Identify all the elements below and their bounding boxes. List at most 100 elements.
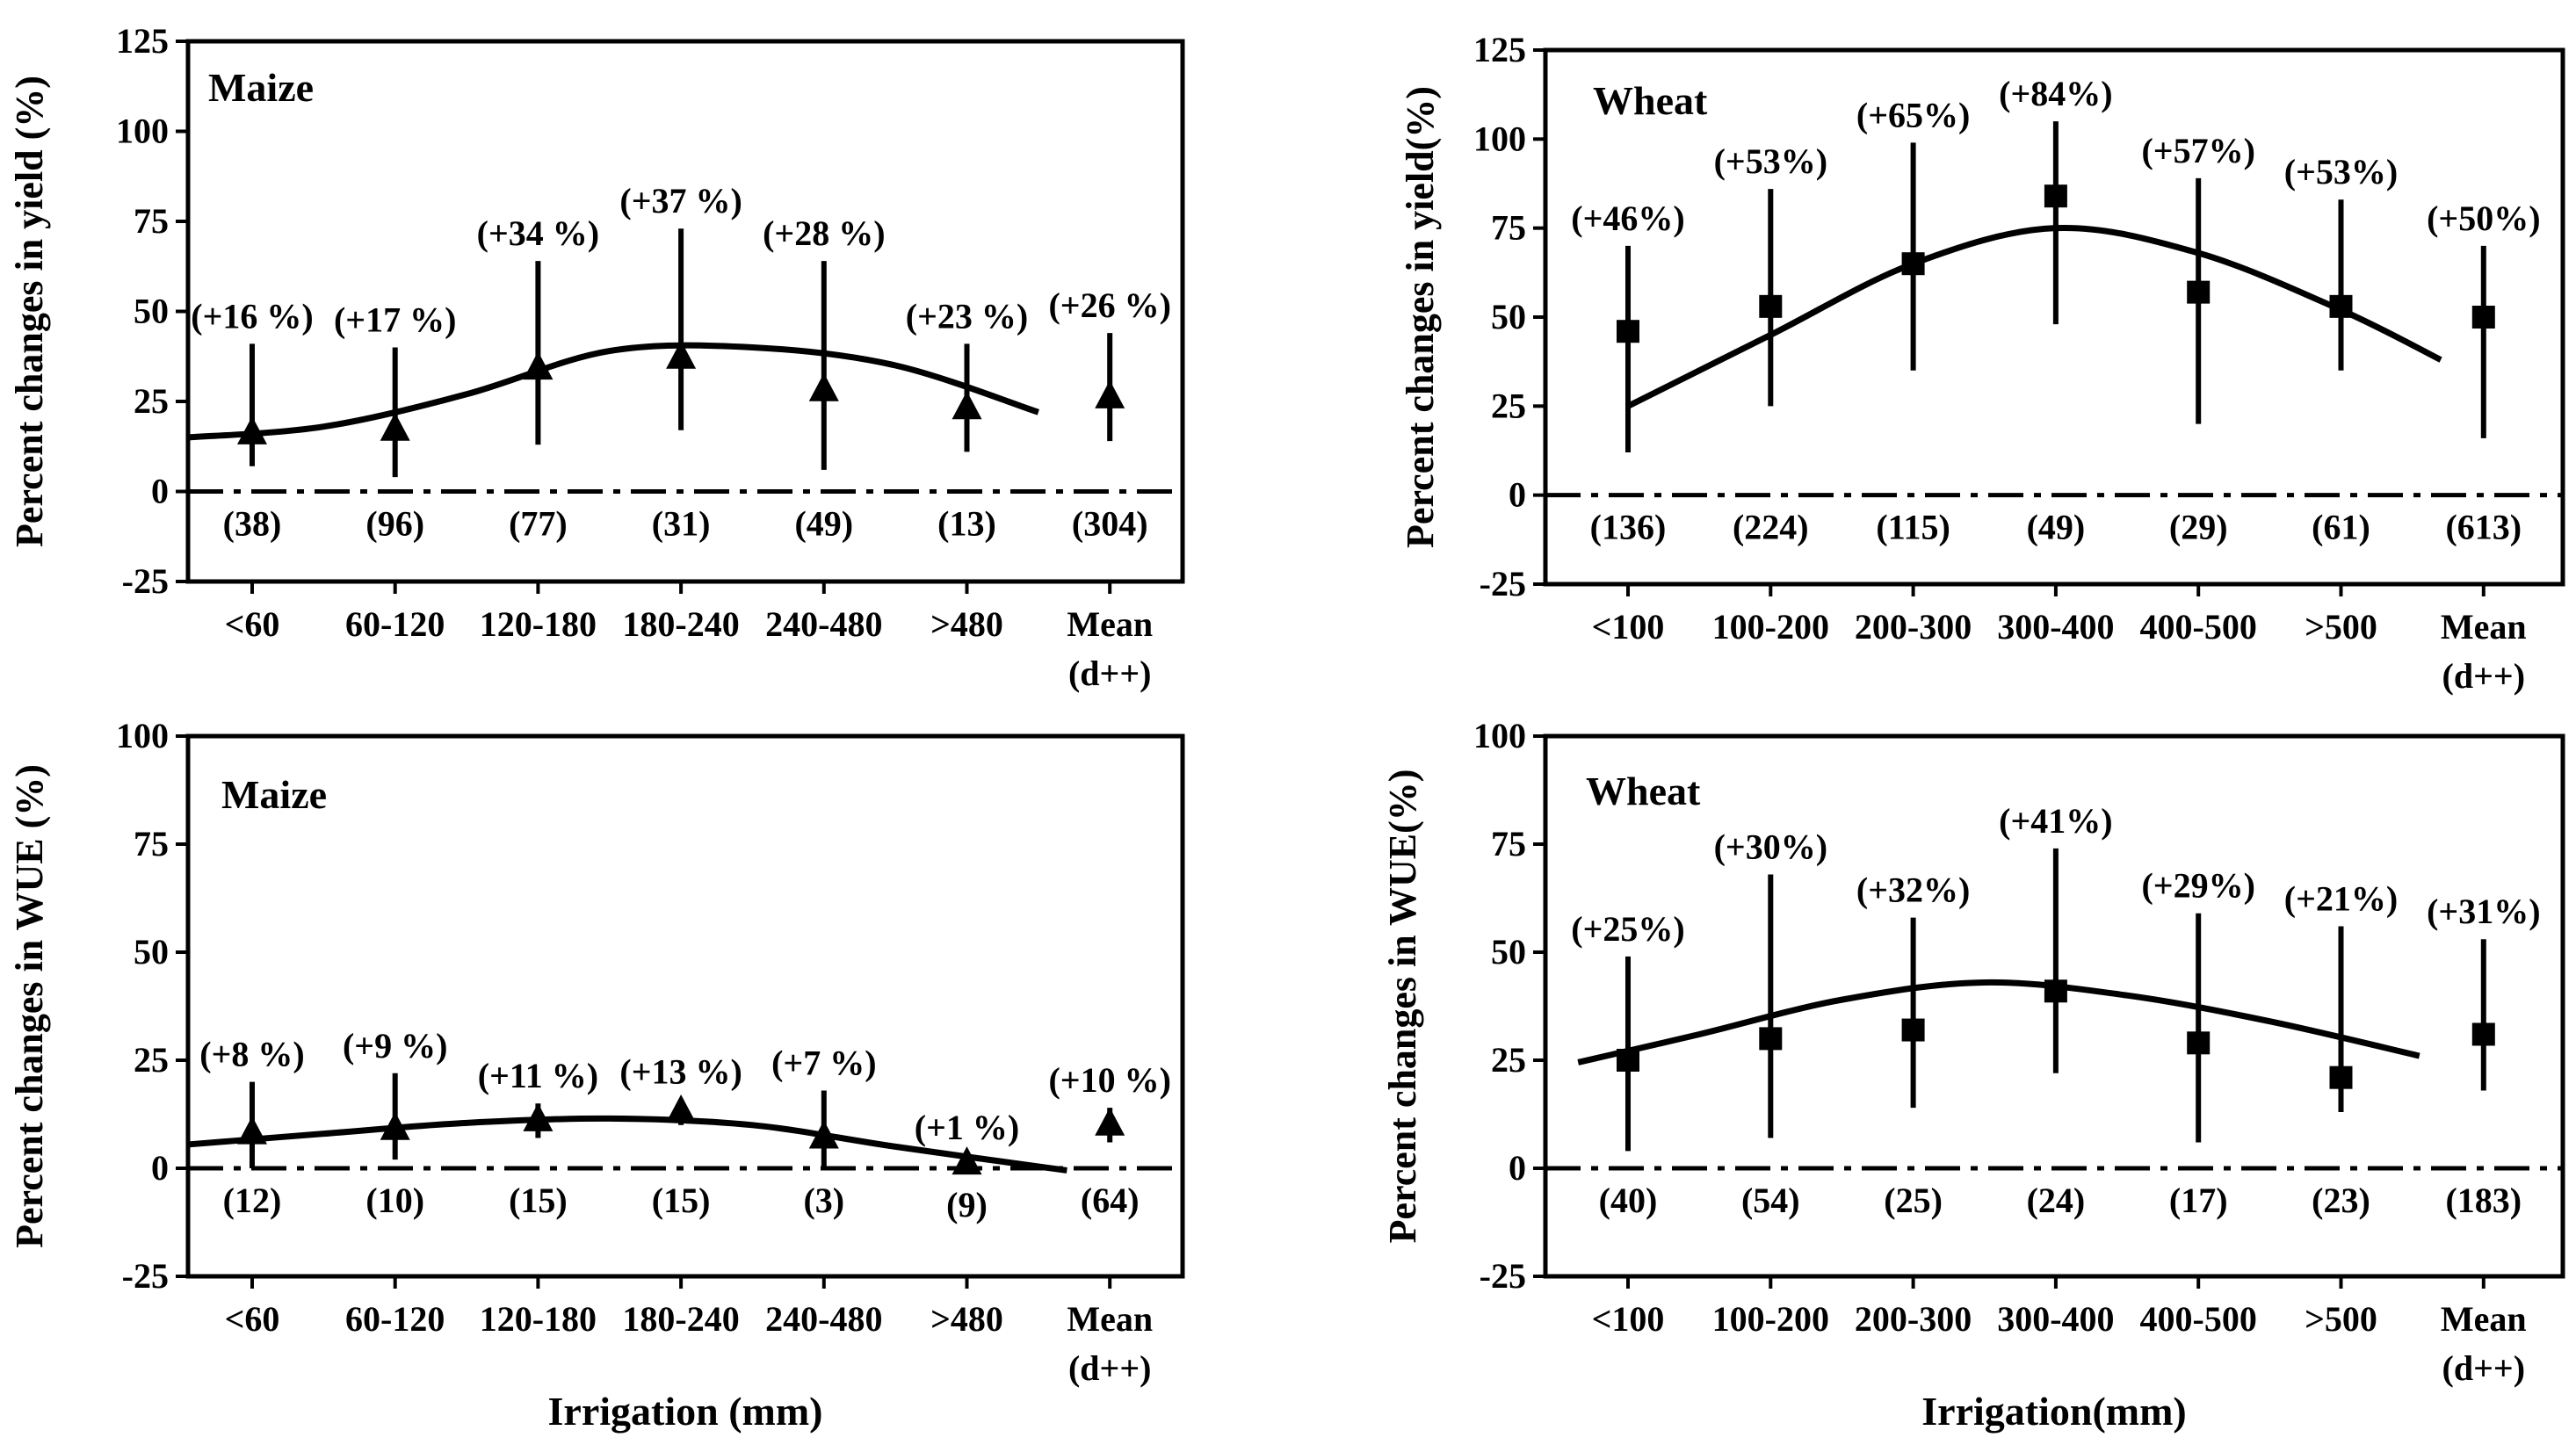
percent-change-label: (+34 %) xyxy=(477,213,599,253)
y-tick-label: 100 xyxy=(1473,716,1526,755)
x-axis-label: Irrigation (mm) xyxy=(548,1389,823,1434)
panel-maize-wue: -25 0 25 50 75 100 <60 60-120 120-180 180-240 240-… xyxy=(8,716,1185,1434)
x-tick-label: 300-400 xyxy=(1997,607,2114,647)
sample-size-label: (25) xyxy=(1884,1181,1943,1220)
percent-change-label: (+26 %) xyxy=(1048,285,1170,325)
percent-change-label: (+53%) xyxy=(2284,152,2398,191)
percent-change-label: (+1 %) xyxy=(915,1108,1019,1147)
y-tick-label: 75 xyxy=(1491,208,1526,248)
x-tick-label: 200-300 xyxy=(1855,1299,1972,1339)
sample-size-label: (15) xyxy=(652,1181,711,1220)
sample-size-label: (15) xyxy=(509,1181,568,1220)
data-point-square xyxy=(2471,1022,2495,1046)
sample-size-label: (77) xyxy=(509,504,568,544)
x-tick-label: 200-300 xyxy=(1855,607,1972,647)
data-point-triangle xyxy=(1095,379,1125,408)
y-tick-label: 0 xyxy=(151,1148,169,1188)
data-point-triangle xyxy=(523,1102,554,1131)
x-axis-label: Irrigation(mm) xyxy=(1921,1389,2186,1434)
x-tick-label: <100 xyxy=(1592,1299,1665,1339)
y-axis-label: Percent changes in WUE(%) xyxy=(1381,769,1424,1244)
x-tick-label: Mean (d++) xyxy=(1067,604,1153,693)
y-tick-label: -25 xyxy=(122,561,169,601)
plot-frame xyxy=(185,733,1185,1279)
data-point-square xyxy=(2187,280,2211,304)
y-tick-label: 0 xyxy=(1509,475,1526,515)
percent-change-label: (+32%) xyxy=(1856,870,1970,910)
data-point-triangle xyxy=(237,415,267,444)
percent-change-label: (+16 %) xyxy=(191,296,313,336)
data-point-triangle xyxy=(380,412,410,441)
panel-title: Wheat xyxy=(1593,78,1708,123)
percent-change-label: (+37 %) xyxy=(619,181,742,220)
y-tick-label: -25 xyxy=(122,1256,169,1296)
sample-size-label: (3) xyxy=(803,1181,844,1220)
panel-title: Wheat xyxy=(1586,769,1701,813)
x-tick-label: 100-200 xyxy=(1712,1299,1829,1339)
y-tick-label: 75 xyxy=(1491,824,1526,863)
y-tick-label: 25 xyxy=(134,381,169,421)
x-tick-label: 120-180 xyxy=(480,1299,597,1339)
x-tick-label: 400-500 xyxy=(2140,1299,2257,1339)
x-tick-label: 60-120 xyxy=(345,1299,445,1339)
percent-change-label: (+17 %) xyxy=(334,300,456,340)
sample-size-label: (29) xyxy=(2169,508,2228,547)
sample-size-label: (40) xyxy=(1599,1181,1658,1220)
percent-change-label: (+13 %) xyxy=(619,1051,742,1091)
sample-size-label: (38) xyxy=(223,504,282,544)
sample-size-label: (24) xyxy=(2027,1181,2086,1220)
panel-wheat-yield: -25 0 25 50 75 100 125 <100 100-200 200-300 300-40… xyxy=(1399,30,2565,696)
sample-size-label: (10) xyxy=(365,1181,424,1220)
fit-curve xyxy=(187,1115,1067,1174)
data-point-triangle xyxy=(808,372,839,401)
sample-size-label: (31) xyxy=(652,504,711,544)
sample-size-label: (304) xyxy=(1072,504,1148,544)
sample-size-label: (13) xyxy=(937,504,996,544)
percent-change-label: (+9 %) xyxy=(343,1026,447,1066)
sample-size-label: (49) xyxy=(2027,508,2086,547)
percent-change-label: (+23 %) xyxy=(906,296,1028,336)
x-tick-label: Mean (d++) xyxy=(1067,1299,1153,1388)
percent-change-label: (+10 %) xyxy=(1048,1060,1170,1100)
x-tick-label-line: (d++) xyxy=(2442,656,2525,696)
y-tick-label: 125 xyxy=(1473,30,1526,69)
data-point-square xyxy=(1901,1018,1925,1042)
x-tick-label: <60 xyxy=(225,604,280,644)
y-tick-label: 25 xyxy=(1491,1040,1526,1080)
y-tick-label: 0 xyxy=(1509,1148,1526,1188)
percent-change-label: (+21%) xyxy=(2284,878,2398,918)
sample-size-label: (96) xyxy=(365,504,424,544)
x-tick-label: 300-400 xyxy=(1997,1299,2114,1339)
y-tick-label: 100 xyxy=(116,112,169,151)
data-point-square xyxy=(2044,184,2067,208)
x-tick-label: 180-240 xyxy=(622,604,739,644)
fit-curve xyxy=(187,342,1039,441)
x-tick-label: 60-120 xyxy=(345,604,445,644)
sample-size-label: (12) xyxy=(223,1181,282,1220)
sample-size-label: (61) xyxy=(2312,508,2370,547)
sample-size-label: (9) xyxy=(946,1185,988,1224)
percent-change-label: (+50%) xyxy=(2427,199,2540,238)
x-tick-label: 400-500 xyxy=(2140,607,2257,647)
y-tick-label: 100 xyxy=(116,716,169,755)
x-tick-label: Mean (d++) xyxy=(2441,607,2527,696)
y-tick-label: 50 xyxy=(1491,932,1526,972)
y-tick-label: 25 xyxy=(1491,386,1526,425)
data-point-square xyxy=(1759,1027,1783,1051)
sample-size-label: (136) xyxy=(1590,508,1667,547)
y-axis-label: Percent changes in yield (%) xyxy=(8,76,51,547)
percent-change-label: (+29%) xyxy=(2141,866,2254,906)
panel-title: Maize xyxy=(208,65,314,110)
y-axis-label: Percent changes in WUE (%) xyxy=(8,764,51,1248)
x-tick-label-line: (d++) xyxy=(2442,1348,2525,1388)
x-tick-label: 240-480 xyxy=(765,1299,882,1339)
percent-change-label: (+65%) xyxy=(1856,95,1970,134)
fit-curve xyxy=(1577,979,2420,1066)
data-point-triangle xyxy=(808,1120,839,1149)
percent-change-label: (+30%) xyxy=(1714,827,1827,866)
y-tick-label: 50 xyxy=(134,292,169,331)
percent-change-label: (+57%) xyxy=(2141,131,2254,170)
panel-title: Maize xyxy=(221,772,327,817)
x-tick-label: 120-180 xyxy=(480,604,597,644)
